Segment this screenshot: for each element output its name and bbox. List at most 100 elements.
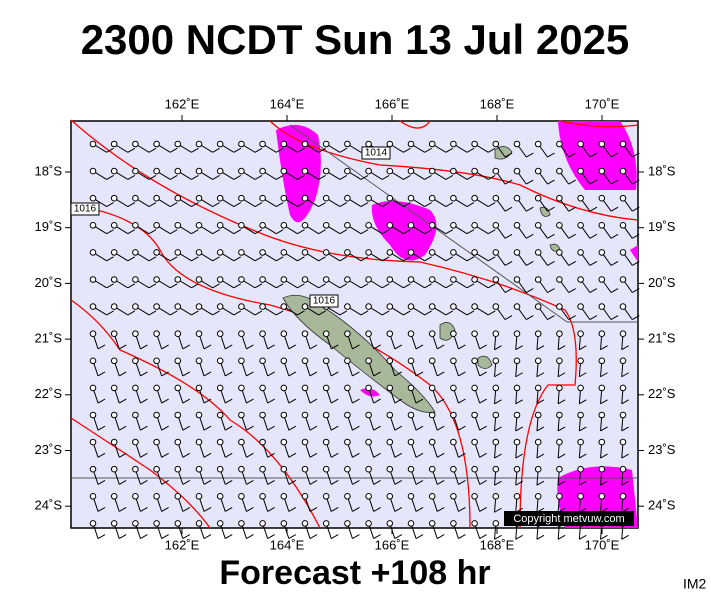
barb-station [577,194,584,202]
barb-station [556,357,563,365]
barb-station [259,330,266,338]
lat-label-right: 19˚S [648,219,676,234]
barb-feather [610,315,619,321]
barb-station [492,465,500,473]
barb-station [322,140,330,148]
barb-station [301,465,309,473]
barb-feather [479,479,487,485]
barb-feather [182,507,191,512]
barb-feather [330,479,339,485]
barb-feather [373,344,381,350]
barb-station [153,465,160,473]
barb-feather [352,425,360,431]
barb-station [619,303,627,310]
barb-station [450,276,457,283]
barb-station [132,357,139,365]
barb-station [322,465,330,473]
barb-feather [106,283,114,289]
barb-feather [445,283,454,289]
barb-station [216,520,224,527]
barb-feather [140,371,148,377]
barb-feather [610,179,619,185]
barb-station [619,140,627,148]
barb-station [598,438,606,446]
barb-feather [224,534,233,540]
isobar-label-box [361,146,391,160]
barb-station [280,384,288,392]
barb-station [174,357,182,365]
barb-station [598,465,606,473]
barb-station [598,303,606,310]
barb-station [534,303,542,310]
barb-feather [267,371,275,377]
barb-feather [297,175,305,180]
barb-station [428,249,436,256]
barb-feather [568,233,576,239]
barb-feather [600,534,608,540]
barb-feather [97,507,106,512]
barb-station [259,438,266,446]
barb-station [110,357,118,365]
barb-feather [557,372,566,378]
barb-feather [118,425,127,431]
barb-station [344,493,351,500]
barb-station [259,276,266,283]
lon-label-bottom: 166˚E [375,537,410,552]
barb-station [344,384,351,392]
barb-station [153,140,160,148]
barb-feather [610,206,619,212]
barb-feather [504,288,513,293]
barb-station [238,357,245,365]
barb-station [492,194,500,202]
barb-station [238,384,245,392]
barb-feather [600,480,608,486]
barb-feather [479,344,487,350]
barb-feather [557,480,566,486]
barb-station [132,194,139,202]
barb-station [386,276,394,283]
barb-feather [403,147,411,153]
barb-feather [309,371,318,377]
barb-station [386,465,394,473]
barb-feather [536,345,545,351]
barb-station [153,276,160,283]
barb-feather [352,398,360,404]
barb-station [174,249,182,256]
barb-feather [246,371,254,377]
barb-station [365,194,372,202]
barb-station [216,438,224,446]
barb-feather [212,310,220,316]
lat-label-right: 20˚S [648,275,676,290]
barb-feather [212,202,220,207]
barb-feather [309,425,318,431]
barb-station [322,330,330,338]
barb-station [534,357,542,365]
barb-feather [436,371,445,377]
barb-station [216,357,224,365]
barb-station [322,167,330,175]
barb-feather [632,260,640,266]
barb-station [344,303,351,310]
barb-feather [547,179,555,185]
barb-station [195,330,203,338]
barb-station [471,303,478,310]
barb-station [89,222,97,229]
barb-feather [515,345,523,351]
barb-station [471,493,478,500]
barb-feather [339,202,348,207]
barb-feather [360,310,369,316]
barb-feather [330,344,339,350]
barb-feather [504,233,513,239]
barb-station [89,493,97,500]
barb-station [216,303,224,310]
barb-feather [547,152,555,158]
barb-feather [394,425,403,431]
barb-station [471,249,478,256]
barb-feather [330,452,339,458]
barb-station [110,493,118,500]
lat-label-left: 22˚S [35,386,63,401]
barb-feather [97,398,106,404]
barb-feather [487,283,496,289]
barb-station [492,438,500,446]
barb-station [174,194,182,202]
